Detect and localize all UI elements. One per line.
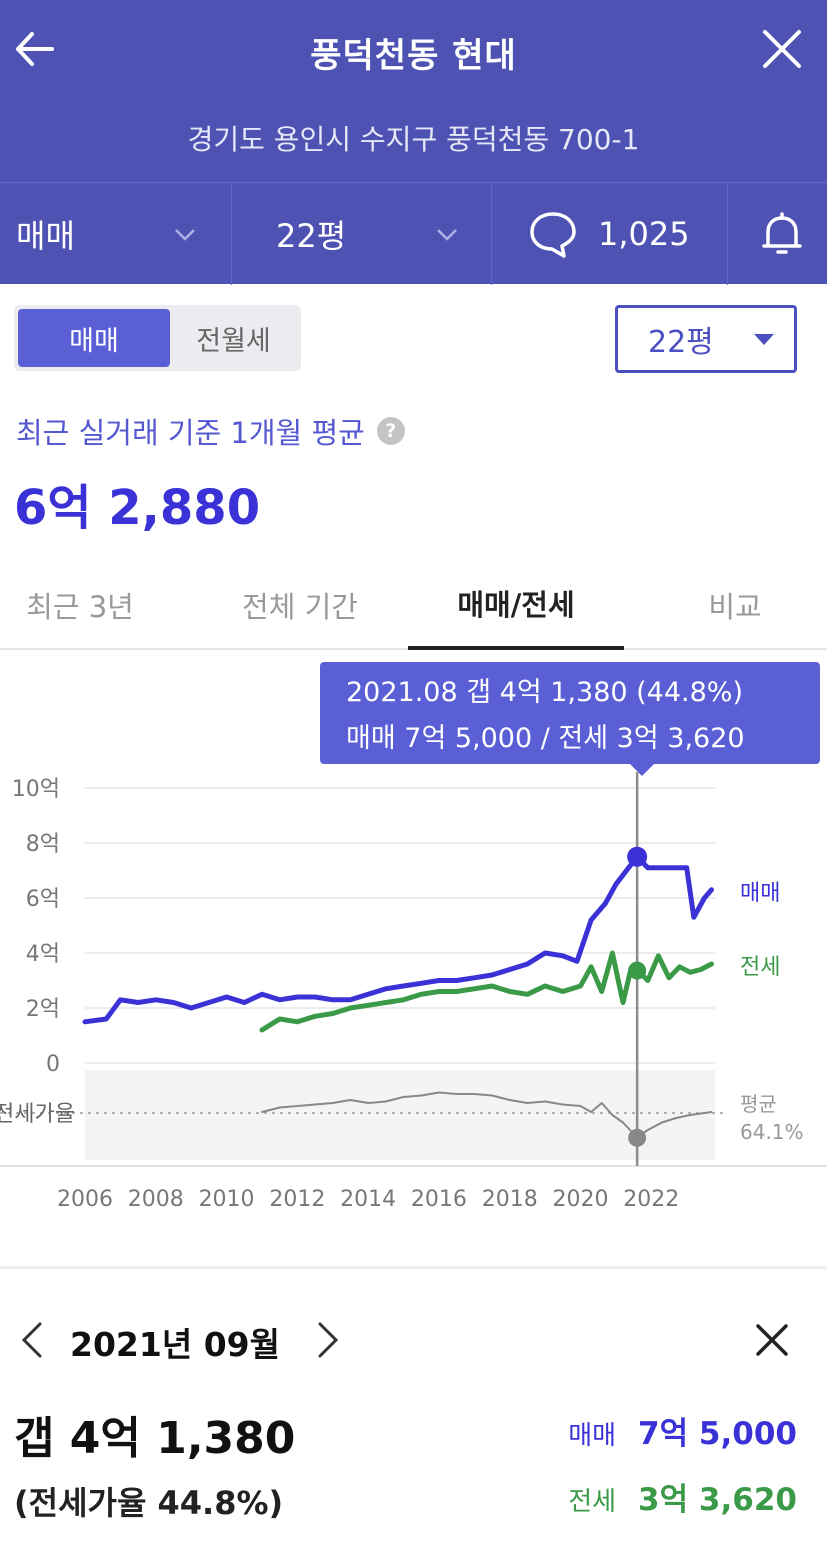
average-label: 최근 실거래 기준 1개월 평균 ? — [16, 410, 405, 452]
y-tick-label: 8억 — [26, 832, 60, 857]
y-tick-label: 2억 — [26, 997, 60, 1022]
chart-tabs: 최근 3년 전체 기간 매매/전세 비교 — [0, 560, 827, 650]
deal-toggle: 매매 전월세 — [14, 305, 301, 371]
caret-down-icon — [754, 334, 774, 345]
chevron-left-icon — [21, 1322, 42, 1358]
detail-panel: 2021년 09월 갭 4억 1,380 (전세가율 44.8%) 매매 7억 … — [0, 1290, 827, 1556]
size-dropdown[interactable]: 22평 — [232, 183, 492, 285]
x-tick-label: 2010 — [199, 1187, 255, 1212]
selected-point-ratio — [628, 1128, 647, 1147]
chart-svg[interactable]: 10억 8억 6억 4억 2억 0 전세가율 평균 64.1% 2006 2008 2010 2012 2… — [0, 652, 827, 1212]
ratio-average-value: 64.1% — [740, 1120, 804, 1144]
x-tick-label: 2022 — [623, 1187, 679, 1212]
toggle-rent[interactable]: 전월세 — [196, 325, 271, 357]
ratio-band — [85, 1070, 715, 1160]
price-chart[interactable]: 10억 8억 6억 4억 2억 0 전세가율 평균 64.1% 2006 2008 2010 2012 2… — [0, 652, 827, 1212]
tooltip-line-2: 매매 7억 5,000 / 전세 3억 3,620 — [346, 723, 745, 754]
tab-sale-jeonse[interactable]: 매매/전세 — [408, 560, 624, 650]
x-tick-label: 2016 — [411, 1187, 467, 1212]
y-tick-label: 4억 — [26, 942, 60, 967]
ratio-row-label: 전세가율 — [0, 1102, 75, 1127]
x-tick-label: 2006 — [57, 1187, 113, 1212]
sale-label: 매매 — [568, 1421, 617, 1451]
x-tick-label: 2014 — [340, 1187, 396, 1212]
sale-price-row: 매매 7억 5,000 — [568, 1408, 797, 1453]
x-tick-label: 2008 — [128, 1187, 184, 1212]
jeonse-ratio: (전세가율 44.8%) — [14, 1484, 284, 1522]
selected-month: 2021년 09월 — [70, 1325, 280, 1364]
y-tick-label: 10억 — [12, 777, 60, 802]
chart-tooltip: 2021.08 갭 4억 1,380 (44.8%) 매매 7억 5,000 /… — [320, 662, 820, 776]
chevron-down-icon — [437, 229, 457, 241]
notification-button[interactable] — [728, 183, 827, 285]
address: 경기도 용인시 수지구 풍덕천동 700-1 — [187, 123, 640, 156]
arrow-left-icon — [16, 32, 54, 66]
selected-point-sale — [627, 846, 648, 867]
close-icon — [756, 1324, 788, 1356]
prev-month-button[interactable] — [14, 1320, 50, 1360]
speech-bubble-icon — [530, 212, 576, 258]
tab-compare[interactable]: 비교 — [708, 590, 762, 624]
deal-type-label: 매매 — [16, 217, 75, 255]
app-header: 풍덕천동 현대 경기도 용인시 수지구 풍덕천동 700-1 매매 22평 1,… — [0, 0, 827, 285]
y-tick-label: 0 — [46, 1052, 60, 1077]
tab-all-period[interactable]: 전체 기간 — [242, 590, 358, 624]
comment-count: 1,025 — [598, 215, 690, 253]
jeonse-price-row: 전세 3억 3,620 — [568, 1474, 797, 1519]
average-label-text: 최근 실거래 기준 1개월 평균 — [16, 416, 365, 450]
detail-close-button[interactable] — [750, 1318, 794, 1362]
sale-value: 7억 5,000 — [638, 1416, 797, 1452]
deal-type-dropdown[interactable]: 매매 — [0, 183, 232, 285]
series-line-sale — [82, 854, 714, 1025]
series-line-ratio — [261, 1091, 713, 1139]
toggle-sale[interactable]: 매매 — [18, 309, 170, 367]
tooltip-line-1: 2021.08 갭 4억 1,380 (44.8%) — [346, 677, 743, 708]
chevron-down-icon — [175, 229, 195, 241]
tooltip-arrow — [630, 764, 654, 776]
legend-sale: 매매 — [740, 881, 780, 906]
average-value: 6억 2,880 — [14, 480, 261, 536]
section-divider — [0, 1266, 827, 1269]
tab-recent-3y[interactable]: 최근 3년 — [26, 590, 134, 624]
ratio-average-label: 평균 — [740, 1092, 777, 1116]
size-select[interactable]: 22평 — [615, 305, 797, 373]
chevron-right-icon — [318, 1322, 339, 1358]
back-button[interactable] — [10, 24, 60, 74]
series-line-jeonse — [259, 950, 714, 1033]
jeonse-label: 전세 — [568, 1487, 617, 1517]
y-tick-label: 6억 — [26, 887, 60, 912]
close-button[interactable] — [757, 24, 807, 74]
jeonse-value: 3억 3,620 — [638, 1482, 797, 1518]
legend-jeonse: 전세 — [740, 955, 780, 980]
next-month-button[interactable] — [310, 1320, 346, 1360]
size-select-value: 22평 — [648, 325, 714, 360]
close-icon — [763, 30, 801, 68]
selected-point-jeonse — [628, 961, 647, 980]
x-tick-label: 2018 — [482, 1187, 538, 1212]
size-label: 22평 — [276, 217, 347, 255]
comments-button[interactable]: 1,025 — [492, 183, 728, 285]
gap-amount: 갭 4억 1,380 — [14, 1413, 296, 1464]
page-title: 풍덕천동 현대 — [310, 36, 517, 76]
x-tick-label: 2020 — [553, 1187, 609, 1212]
bell-icon — [762, 212, 802, 254]
filter-bar: 매매 22평 1,025 — [0, 182, 827, 285]
help-icon[interactable]: ? — [376, 417, 405, 445]
x-tick-label: 2012 — [269, 1187, 325, 1212]
